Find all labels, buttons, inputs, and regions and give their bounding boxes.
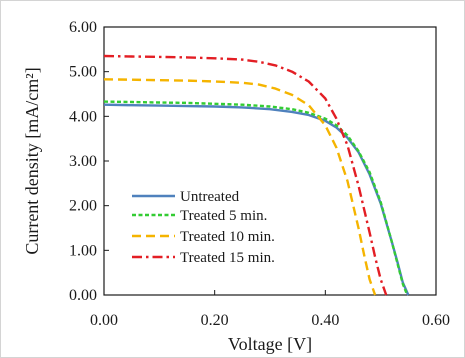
y-tick-label: 6.00 bbox=[69, 19, 97, 36]
axis-ticks: 0.00 1.00 2.00 3.00 4.00 5.00 6.00 0.00 0.20 0.40… bbox=[69, 19, 450, 329]
x-tick-label: 0.00 bbox=[90, 312, 118, 329]
y-tick-label: 1.00 bbox=[69, 242, 97, 259]
series-line-treated-5-min bbox=[103, 100, 409, 296]
legend-label: Treated 10 min. bbox=[180, 229, 275, 245]
y-tick-label: 0.00 bbox=[69, 287, 97, 304]
x-tick-label: 0.40 bbox=[311, 312, 339, 329]
series-layer bbox=[103, 54, 410, 296]
x-tick-label: 0.20 bbox=[201, 312, 229, 329]
y-tick-label: 4.00 bbox=[69, 108, 97, 125]
y-tick-label: 2.00 bbox=[69, 198, 97, 215]
series-line-treated-10-min bbox=[103, 78, 377, 296]
y-tick-label: 3.00 bbox=[69, 153, 97, 170]
legend-label: Untreated bbox=[180, 189, 240, 205]
legend-label: Treated 5 min. bbox=[180, 208, 267, 224]
plot-area bbox=[103, 26, 437, 296]
legend-label: Treated 15 min. bbox=[180, 250, 275, 266]
x-axis-title: Voltage [V] bbox=[228, 334, 312, 354]
x-tick-label: 0.60 bbox=[422, 312, 450, 329]
legend: Untreated Treated 5 min. Treated 10 min. Tr… bbox=[132, 189, 275, 266]
series-line-treated-15-min bbox=[103, 54, 388, 296]
y-axis-title: Current density [mA/cm²] bbox=[22, 67, 42, 254]
y-tick-label: 5.00 bbox=[69, 64, 97, 81]
